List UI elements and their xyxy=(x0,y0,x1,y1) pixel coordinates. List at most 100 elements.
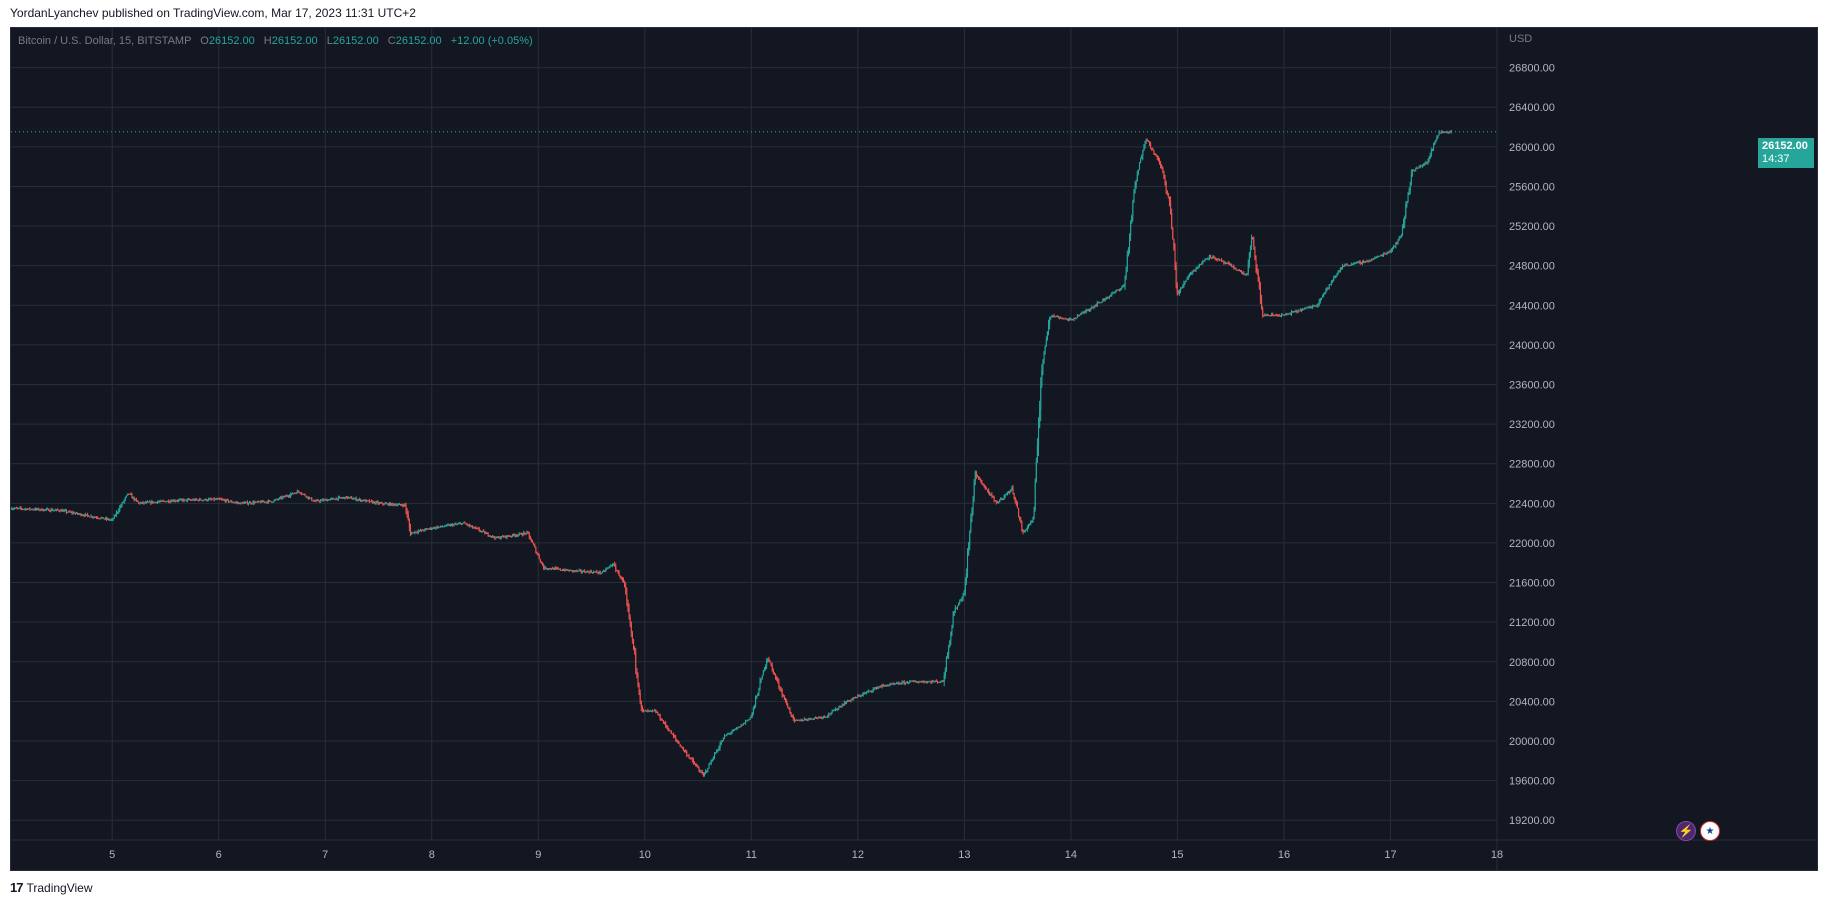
candle-body xyxy=(1334,277,1336,279)
x-tick-label: 6 xyxy=(216,849,222,861)
candle-body xyxy=(357,499,359,501)
candle-body xyxy=(1212,256,1214,258)
candle-body xyxy=(1364,261,1366,263)
candle-body xyxy=(291,493,293,495)
candle-body xyxy=(393,504,395,506)
candle-body xyxy=(680,746,682,748)
candle-body xyxy=(192,499,194,501)
chart-frame[interactable]: 26800.00 26400.00 26000.00 25600.00 25200.00… xyxy=(10,27,1818,871)
us-flag-icon[interactable]: ★ xyxy=(1700,821,1720,841)
candle-body xyxy=(94,516,96,518)
candle-body xyxy=(340,497,342,499)
candle-body xyxy=(615,565,617,571)
candle-body xyxy=(141,502,143,504)
candle-body xyxy=(861,695,863,697)
candle-body xyxy=(955,607,957,609)
candle-body xyxy=(961,598,963,601)
candle-body xyxy=(1190,273,1192,275)
candle-body xyxy=(61,510,63,512)
candle-body xyxy=(1296,310,1298,312)
candle-body xyxy=(691,758,693,761)
candle-body xyxy=(707,768,709,771)
candle-body xyxy=(176,500,179,502)
candle-body xyxy=(505,535,507,538)
candle-body xyxy=(1428,158,1430,161)
candle-body xyxy=(1278,315,1280,317)
candle-body xyxy=(579,570,581,572)
candle-body xyxy=(465,523,467,525)
candle-body xyxy=(213,498,215,500)
candle-body xyxy=(1188,274,1191,276)
candle-body xyxy=(1377,256,1379,258)
candle-body xyxy=(254,502,256,504)
candle-body xyxy=(750,716,752,718)
candle-body xyxy=(1290,311,1293,315)
candle-body xyxy=(407,514,409,521)
candle-body xyxy=(1443,132,1445,134)
candle-body xyxy=(848,700,850,702)
candle-body xyxy=(785,699,787,701)
candle-body xyxy=(1391,248,1394,251)
candle-body xyxy=(556,568,558,570)
candle-body xyxy=(451,524,453,526)
candle-body xyxy=(524,532,526,534)
candle-body xyxy=(610,565,612,567)
candle-body xyxy=(1128,235,1131,250)
candle-body xyxy=(256,501,258,503)
candle-body xyxy=(540,561,542,563)
candle-body xyxy=(206,500,209,502)
candle-body xyxy=(1163,170,1165,178)
candle-body xyxy=(335,498,337,500)
candle-body xyxy=(1075,318,1077,320)
candle-body xyxy=(1354,262,1356,264)
candle-body xyxy=(1158,160,1161,163)
candle-body xyxy=(1183,282,1185,286)
candle-body xyxy=(532,541,534,544)
candle-body xyxy=(854,697,857,699)
candle-body xyxy=(600,572,602,574)
candle-body xyxy=(1335,276,1337,278)
candle-body xyxy=(979,478,981,481)
candle-body xyxy=(1283,314,1285,316)
candle-body xyxy=(31,509,33,511)
candle-body xyxy=(1029,524,1031,526)
candle-body xyxy=(675,737,677,740)
candle-body xyxy=(907,681,909,683)
candle-body xyxy=(499,537,501,539)
candle-body xyxy=(36,508,38,510)
candle-body xyxy=(1403,222,1405,229)
candle-body xyxy=(716,750,718,754)
candle-body xyxy=(1071,318,1073,320)
candle-body xyxy=(775,673,777,678)
candle-body xyxy=(470,525,473,527)
flash-icon[interactable]: ⚡ xyxy=(1676,821,1696,841)
y-tick-label: 20000.00 xyxy=(1509,736,1555,748)
candle-body xyxy=(992,495,994,498)
bar-countdown: 14:37 xyxy=(1762,153,1790,165)
candle-body xyxy=(630,623,632,634)
candle-body xyxy=(1344,265,1346,267)
candle-body xyxy=(561,570,564,572)
candle-body xyxy=(1043,351,1045,361)
y-tick-label: 20800.00 xyxy=(1509,657,1555,669)
candlestick-chart[interactable]: 26800.00 26400.00 26000.00 25600.00 25200.00… xyxy=(11,28,1817,870)
candle-body xyxy=(148,501,150,503)
candle-body xyxy=(1168,196,1171,202)
candle-body xyxy=(1425,162,1427,165)
candle-body xyxy=(820,717,822,719)
candle-body xyxy=(1281,314,1283,316)
candle-body xyxy=(229,501,231,503)
candle-body xyxy=(871,690,873,692)
candle-body xyxy=(636,668,638,675)
candle-body xyxy=(348,497,351,499)
candle-body xyxy=(1385,253,1387,255)
candle-body xyxy=(1350,264,1353,266)
candle-body xyxy=(77,512,79,514)
candle-body xyxy=(739,726,741,728)
tradingview-logo-icon: 17 xyxy=(10,880,24,895)
candle-body xyxy=(536,552,538,554)
y-tick-label: 25200.00 xyxy=(1509,221,1555,233)
candle-body xyxy=(115,512,118,516)
candle-body xyxy=(104,518,106,520)
candle-body xyxy=(1160,162,1162,166)
